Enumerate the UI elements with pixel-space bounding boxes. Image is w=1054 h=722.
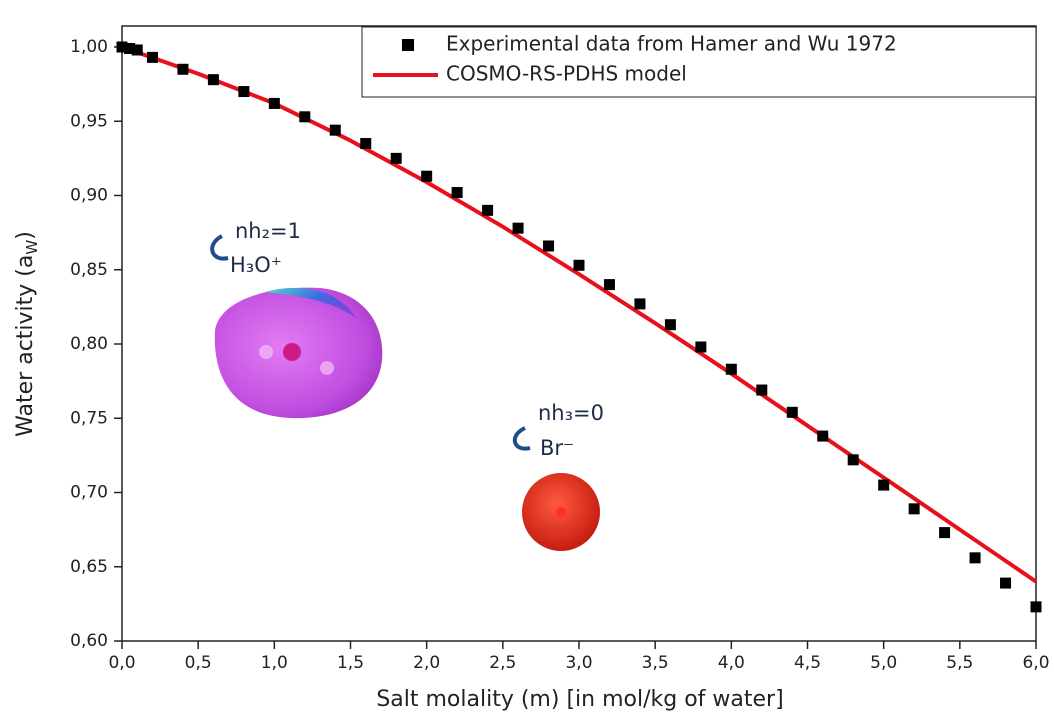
data-point: [177, 63, 189, 75]
data-point: [146, 51, 158, 63]
y-tick-label: 0,90: [70, 186, 108, 206]
x-tick-label: 0,0: [108, 653, 135, 673]
data-point: [207, 74, 219, 86]
data-point: [124, 42, 136, 54]
x-tick-label: 3,0: [565, 653, 592, 673]
annotation: H₃O⁺: [230, 253, 282, 277]
legend-marker: [402, 39, 414, 51]
x-tick-label: 5,0: [870, 653, 897, 673]
y-tick-label: 0,70: [70, 483, 108, 503]
data-point: [664, 319, 676, 331]
data-point: [390, 152, 402, 164]
annotation: Br⁻: [540, 436, 574, 460]
y-tick-label: 0,60: [70, 631, 108, 651]
data-point: [725, 363, 737, 375]
x-tick-label: 5,5: [946, 653, 973, 673]
x-axis-label: Salt molality (m) [in mol/kg of water]: [376, 687, 783, 712]
annotation: nh₃=0: [538, 401, 604, 425]
y-tick-label: 0,75: [70, 408, 108, 428]
data-point: [482, 204, 494, 216]
legend-label: Experimental data from Hamer and Wu 1972: [446, 32, 897, 56]
data-point: [634, 298, 646, 310]
data-point: [1030, 601, 1042, 613]
y-axis-label-part: Water activity (a: [13, 255, 38, 437]
x-tick-label: 4,5: [794, 653, 821, 673]
data-point: [131, 44, 143, 56]
x-tick-label: 0,5: [185, 653, 212, 673]
h3o-molecule: [214, 287, 383, 419]
legend: [361, 26, 1037, 98]
x-tick-label: 2,0: [413, 653, 440, 673]
data-point: [512, 222, 524, 234]
y-tick-label: 0,80: [70, 334, 108, 354]
annotation: nh₂=1: [235, 219, 301, 243]
data-point: [603, 279, 615, 291]
data-point: [1000, 577, 1012, 589]
data-point: [299, 111, 311, 123]
data-point: [817, 430, 829, 442]
data-point: [268, 97, 280, 109]
data-point: [116, 41, 128, 53]
x-tick-label: 2,5: [489, 653, 516, 673]
legend-label: COSMO-RS-PDHS model: [446, 62, 687, 86]
x-tick-label: 3,5: [642, 653, 669, 673]
y-tick-label: 1,00: [70, 37, 108, 57]
data-point: [543, 240, 555, 252]
y-axis-label-part: ): [13, 231, 38, 240]
data-point: [695, 341, 707, 353]
y-axis-label: Water activity (aW): [13, 231, 41, 437]
y-tick-label: 0,85: [70, 260, 108, 280]
data-point: [421, 170, 433, 182]
data-point: [878, 479, 890, 491]
x-tick-label: 6,0: [1022, 653, 1049, 673]
y-tick-label: 0,65: [70, 557, 108, 577]
data-point: [573, 259, 585, 271]
x-tick-label: 1,5: [337, 653, 364, 673]
data-point: [756, 384, 768, 396]
data-point: [847, 454, 859, 466]
data-point: [238, 86, 250, 98]
x-tick-label: 1,0: [261, 653, 288, 673]
x-tick-label: 4,0: [718, 653, 745, 673]
y-tick-label: 0,95: [70, 111, 108, 131]
data-point: [939, 527, 951, 539]
data-point: [360, 138, 372, 150]
data-point: [451, 187, 463, 199]
br-ion: [522, 473, 600, 551]
data-point: [908, 503, 920, 515]
data-point: [969, 552, 981, 564]
data-point: [786, 406, 798, 418]
data-point: [329, 124, 341, 136]
y-axis-label-part: W: [23, 240, 41, 255]
rotation-arrows: [210, 234, 531, 451]
